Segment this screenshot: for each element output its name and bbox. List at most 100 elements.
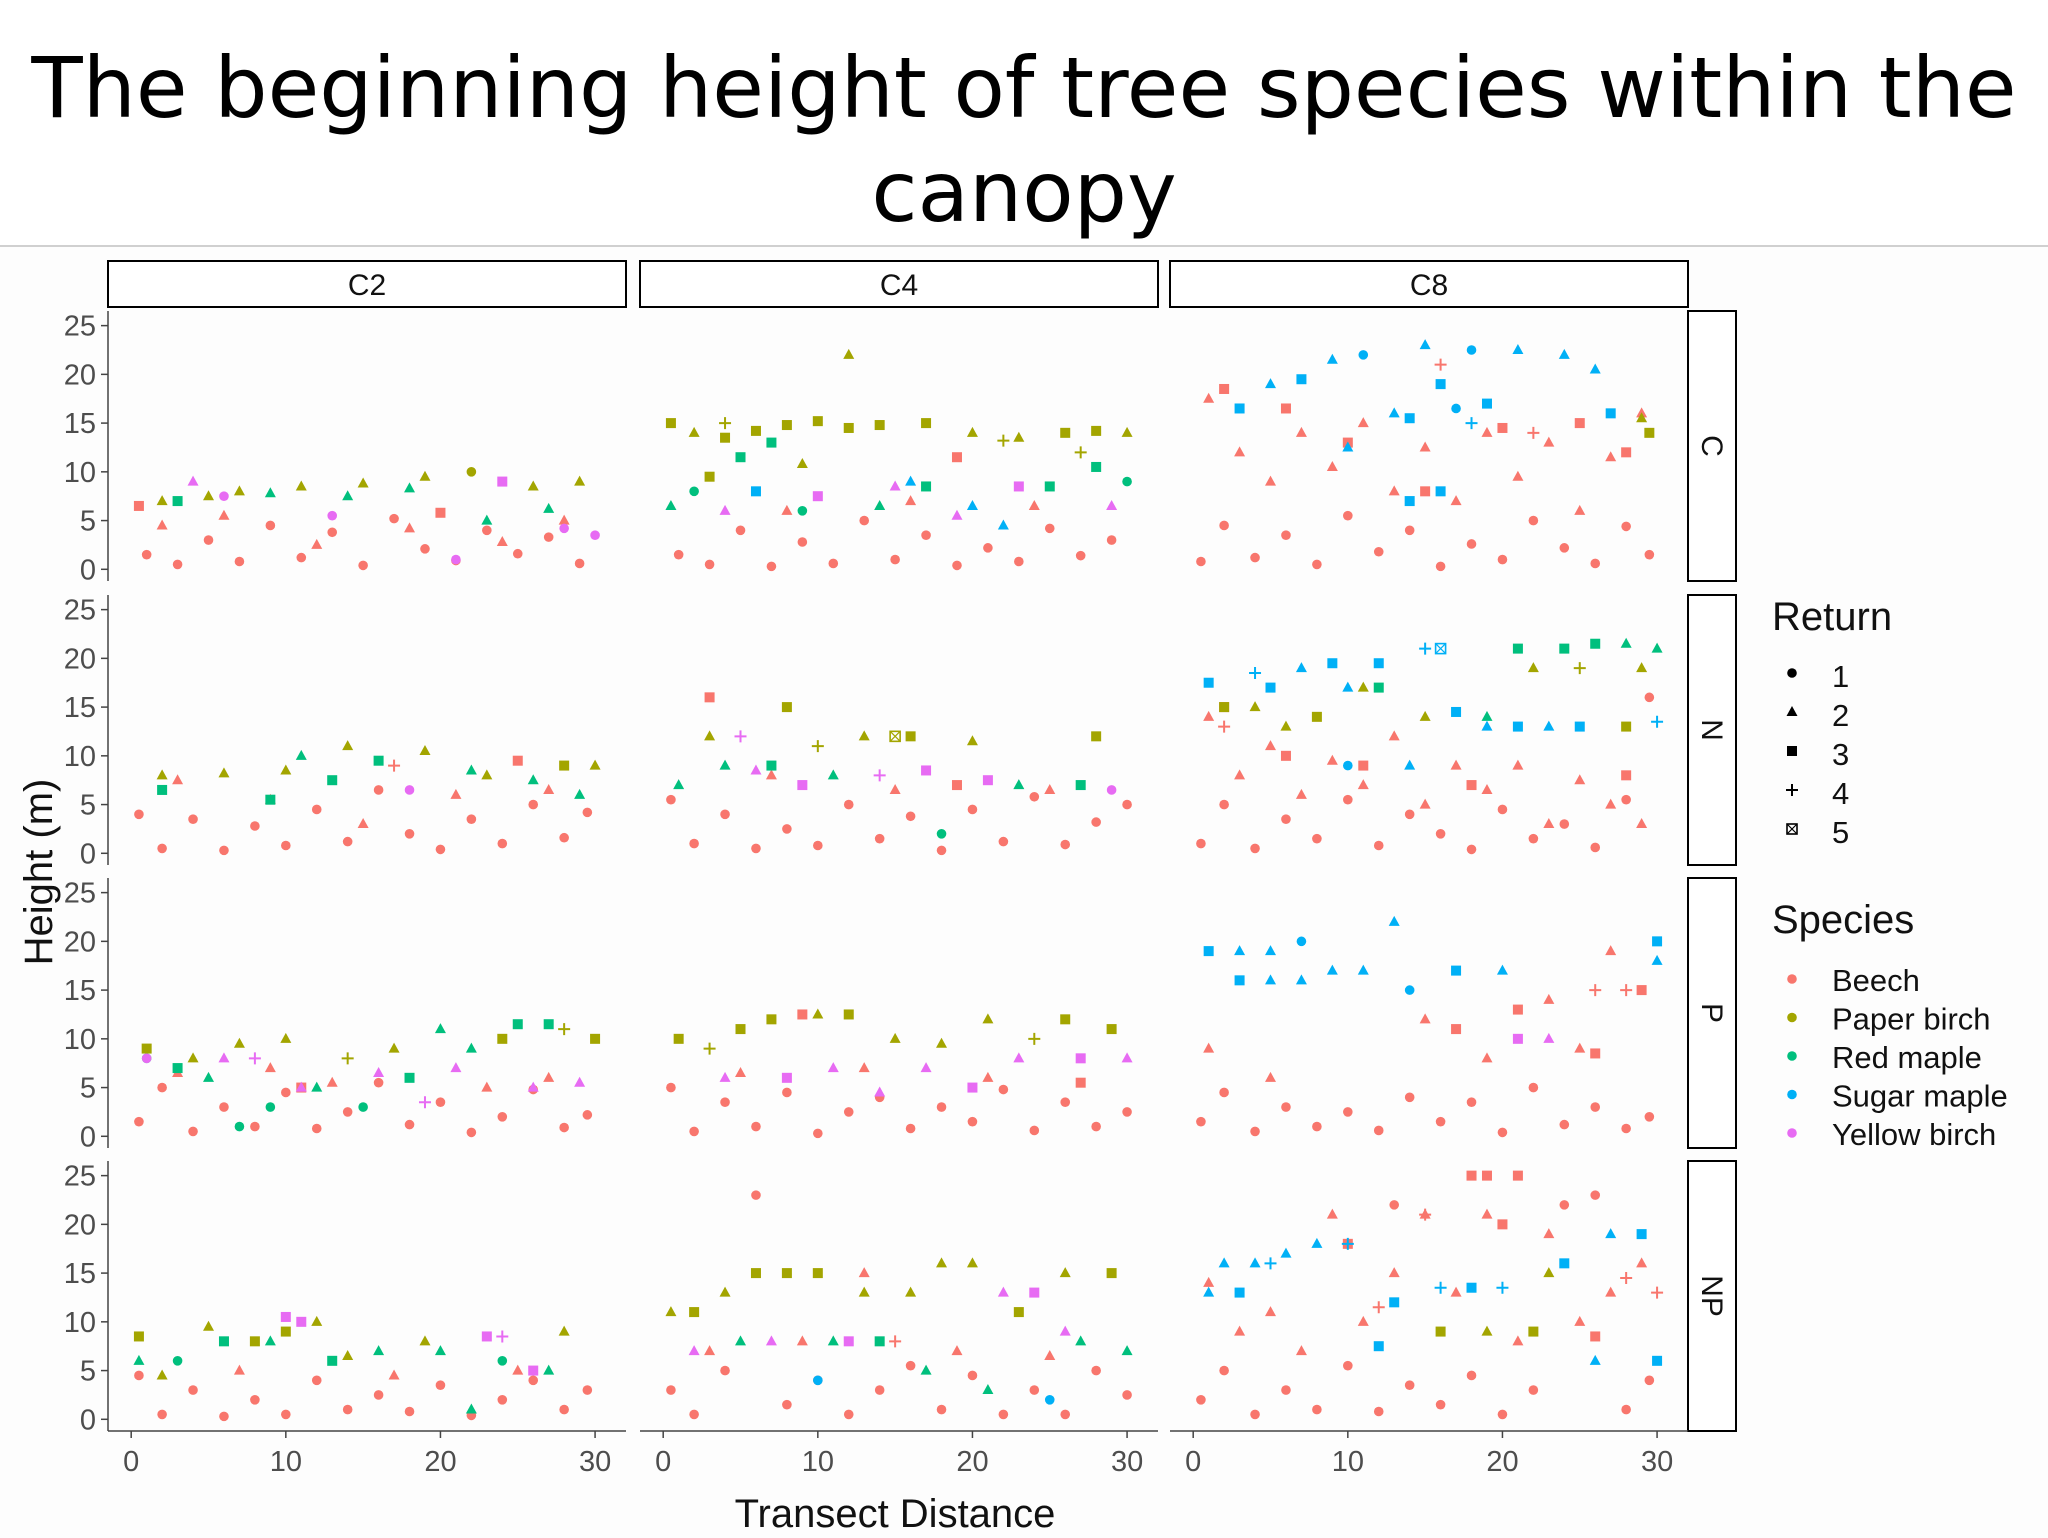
data-point-beech xyxy=(951,1345,963,1356)
data-point-beech xyxy=(528,1375,539,1386)
data-point-paper-birch xyxy=(1311,711,1322,722)
y-tick-label: 10 xyxy=(64,1307,96,1339)
data-point-yellow-birch xyxy=(827,1062,839,1073)
data-point-beech xyxy=(858,1062,870,1073)
data-point-beech xyxy=(1559,543,1570,553)
data-point-beech xyxy=(1029,791,1040,802)
data-point-yellow-birch xyxy=(719,1071,731,1082)
data-point-paper-birch xyxy=(295,480,307,491)
x-tick-label: 10 xyxy=(802,1446,834,1478)
y-tick-label: 20 xyxy=(64,1209,96,1241)
data-point-beech xyxy=(796,1335,808,1346)
data-point-beech xyxy=(859,515,870,526)
data-point-red-maple xyxy=(1044,481,1055,492)
data-point-yellow-birch xyxy=(1059,1325,1071,1336)
data-point-beech xyxy=(1419,1013,1431,1024)
data-point-beech xyxy=(311,1123,322,1134)
data-point-beech xyxy=(1466,780,1477,791)
data-point-paper-birch xyxy=(388,1042,400,1053)
data-point-paper-birch xyxy=(1280,720,1292,731)
data-point-beech xyxy=(1060,1409,1071,1420)
data-point-beech xyxy=(1203,1276,1215,1287)
data-point-yellow-birch xyxy=(1013,481,1024,492)
data-point-paper-birch xyxy=(796,458,808,469)
data-point-beech xyxy=(1203,392,1215,403)
data-point-paper-birch xyxy=(280,1326,291,1337)
data-point-beech xyxy=(1527,426,1540,439)
facet-strip-c2 xyxy=(107,260,627,308)
data-point-red-maple xyxy=(874,499,886,510)
data-point-red-maple xyxy=(497,1356,508,1366)
data-point-sugar-maple xyxy=(1234,945,1246,956)
data-point-yellow-birch xyxy=(843,1336,854,1347)
data-point-red-maple xyxy=(373,1345,385,1356)
data-point-beech xyxy=(1091,817,1101,827)
data-point-beech xyxy=(1528,833,1539,844)
slide-title: The beginning height of tree species wit… xyxy=(31,39,2017,241)
y-tick-label: 10 xyxy=(64,741,96,773)
data-point-beech xyxy=(1466,844,1477,855)
data-point-beech xyxy=(1574,1315,1586,1326)
data-point-beech xyxy=(1265,1071,1277,1082)
data-point-yellow-birch xyxy=(1013,1052,1025,1063)
data-point-beech xyxy=(666,794,676,805)
legend-label-red-maple: Red maple xyxy=(1832,1040,1982,1075)
data-point-beech xyxy=(1281,1102,1291,1112)
y-tick-label: 20 xyxy=(64,359,96,391)
data-point-paper-birch xyxy=(1219,702,1230,713)
data-point-beech xyxy=(1435,1116,1446,1127)
data-point-red-maple xyxy=(1121,1345,1133,1356)
data-point-beech xyxy=(1636,985,1647,996)
data-point-yellow-birch xyxy=(295,1081,307,1092)
data-point-beech xyxy=(1357,1315,1369,1326)
data-point-red-maple xyxy=(373,755,384,766)
faceted-scatter-chart: C2 C4 C8CNPNP05101520250510152025051015202… xyxy=(17,260,2008,1536)
data-point-beech xyxy=(782,1399,792,1410)
data-point-sugar-maple xyxy=(1404,413,1415,424)
data-point-sugar-maple xyxy=(1326,353,1338,364)
x-tick-label: 0 xyxy=(655,1446,671,1478)
panel-np-c2 xyxy=(133,1311,593,1422)
data-point-paper-birch xyxy=(419,744,431,755)
data-point-beech xyxy=(1590,842,1601,853)
data-point-beech xyxy=(1326,1208,1338,1219)
x-tick-label: 10 xyxy=(270,1446,302,1478)
data-point-beech xyxy=(1450,1286,1462,1297)
data-point-beech xyxy=(1605,1286,1617,1297)
data-point-sugar-maple xyxy=(1465,417,1478,430)
data-point-sugar-maple xyxy=(1327,658,1338,669)
data-point-beech xyxy=(1203,1042,1215,1053)
data-point-sugar-maple xyxy=(750,486,761,497)
data-point-beech xyxy=(689,838,699,849)
data-point-sugar-maple xyxy=(1342,681,1354,692)
legend-label-return-4: 4 xyxy=(1832,776,1849,811)
data-point-paper-birch xyxy=(527,480,539,491)
data-point-yellow-birch xyxy=(450,1062,462,1073)
data-point-beech xyxy=(1312,833,1322,844)
data-point-yellow-birch xyxy=(451,554,461,565)
data-point-beech xyxy=(203,535,214,545)
data-point-beech xyxy=(1466,539,1477,549)
data-point-beech xyxy=(388,1369,400,1380)
data-point-paper-birch xyxy=(889,1032,901,1043)
data-point-beech xyxy=(983,543,993,553)
data-point-beech xyxy=(1265,740,1277,751)
data-point-beech xyxy=(1481,1052,1493,1063)
data-point-beech xyxy=(1450,759,1462,770)
data-point-red-maple xyxy=(265,794,276,805)
data-point-red-maple xyxy=(203,1071,215,1082)
data-point-beech xyxy=(219,1411,229,1422)
legend-key-return-5 xyxy=(1786,823,1798,835)
data-point-beech xyxy=(1122,799,1132,810)
x-tick-label: 20 xyxy=(424,1446,456,1478)
legend-label-return-3: 3 xyxy=(1832,737,1849,772)
data-point-beech xyxy=(951,452,962,463)
data-point-paper-birch xyxy=(1106,1024,1117,1035)
data-point-red-maple xyxy=(543,1019,554,1030)
data-point-paper-birch xyxy=(1528,1326,1539,1337)
data-point-beech xyxy=(281,1409,291,1420)
data-point-beech xyxy=(358,560,368,571)
data-point-beech xyxy=(666,1082,676,1093)
data-point-beech xyxy=(751,1121,761,1132)
data-point-sugar-maple xyxy=(1265,945,1277,956)
